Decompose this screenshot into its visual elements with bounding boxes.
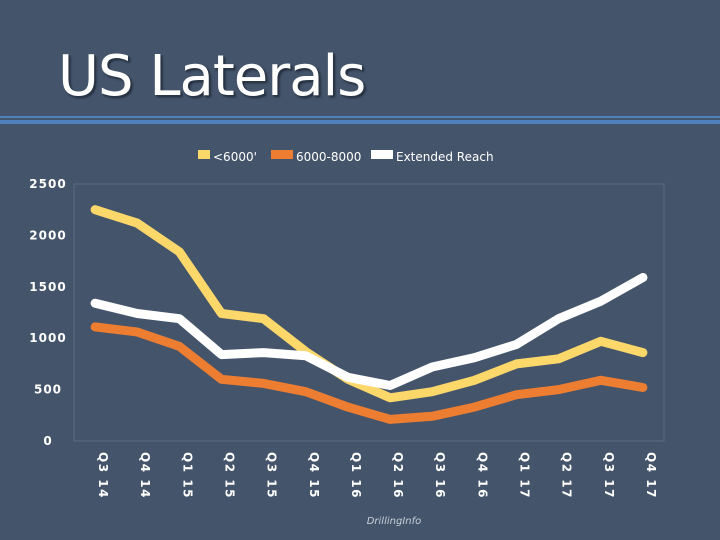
series-line [90, 205, 648, 403]
x-tick-label: Q1 16 [349, 452, 363, 499]
legend-label: <6000' [213, 150, 257, 164]
y-axis: 0 500 1000 1500 2000 2500 [29, 177, 66, 448]
series-line [90, 273, 648, 390]
y-tick-label: 0 [43, 434, 52, 448]
source-credit: DrillingInfo [366, 516, 422, 527]
y-tick-label: 1000 [29, 331, 66, 345]
x-tick-label: Q2 17 [560, 452, 574, 499]
chart-legend: <6000' 6000-8000 Extended Reach [198, 150, 494, 164]
y-tick-label: 2000 [29, 228, 66, 242]
x-tick-label: Q2 16 [391, 452, 405, 499]
plot-area [73, 183, 665, 442]
legend-swatch [371, 150, 393, 159]
legend-label: 6000-8000 [296, 150, 361, 164]
y-tick-label: 2500 [29, 177, 66, 191]
x-tick-label: Q3 17 [602, 452, 616, 499]
x-tick-label: Q1 15 [180, 452, 194, 499]
x-tick-label: Q3 14 [96, 452, 110, 499]
x-tick-label: Q4 17 [644, 452, 658, 499]
x-axis: Q3 14 Q4 14 Q1 15 Q2 15 Q3 15 Q4 15 Q1 16 Q2 16… [96, 452, 658, 499]
legend-swatch [198, 150, 210, 159]
series-line [90, 322, 648, 424]
legend-label: Extended Reach [396, 150, 494, 164]
legend-swatch [271, 150, 293, 159]
x-tick-label: Q1 17 [518, 452, 532, 499]
plot-frame-border [73, 183, 665, 442]
x-tick-label: Q2 15 [223, 452, 237, 499]
y-tick-label: 1500 [29, 280, 66, 294]
title-rule-thick [0, 120, 720, 124]
x-tick-label: Q4 15 [307, 452, 321, 499]
x-tick-label: Q4 14 [138, 452, 152, 499]
x-tick-label: Q3 16 [433, 452, 447, 499]
series-layer [90, 205, 648, 424]
slide-title: US Laterals [58, 44, 366, 109]
y-tick-label: 500 [34, 383, 62, 397]
x-tick-label: Q4 16 [475, 452, 489, 499]
title-rule-thin [0, 116, 720, 118]
x-tick-label: Q3 15 [265, 452, 279, 499]
